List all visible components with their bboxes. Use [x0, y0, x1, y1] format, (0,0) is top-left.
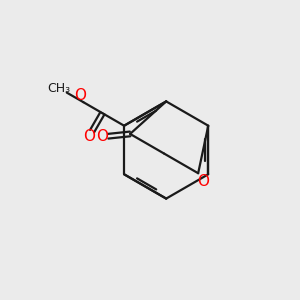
Text: O: O — [83, 129, 95, 144]
Text: O: O — [197, 174, 209, 189]
Text: O: O — [74, 88, 86, 103]
Text: O: O — [96, 129, 108, 144]
Text: CH₃: CH₃ — [47, 82, 71, 95]
